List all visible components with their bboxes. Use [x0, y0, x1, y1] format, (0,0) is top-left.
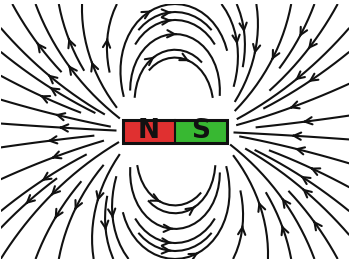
FancyArrowPatch shape — [69, 66, 77, 75]
FancyArrowPatch shape — [309, 39, 317, 48]
FancyArrowPatch shape — [27, 195, 35, 203]
Bar — [175, 120, 227, 143]
FancyArrowPatch shape — [188, 253, 198, 260]
FancyArrowPatch shape — [304, 117, 313, 124]
FancyArrowPatch shape — [162, 9, 171, 17]
FancyArrowPatch shape — [296, 72, 305, 79]
FancyArrowPatch shape — [258, 203, 265, 212]
Bar — [123, 120, 175, 143]
FancyArrowPatch shape — [310, 74, 318, 81]
FancyArrowPatch shape — [49, 75, 57, 83]
FancyArrowPatch shape — [302, 177, 310, 184]
FancyArrowPatch shape — [300, 27, 307, 36]
FancyArrowPatch shape — [162, 246, 171, 254]
FancyArrowPatch shape — [314, 221, 322, 230]
FancyArrowPatch shape — [43, 173, 51, 180]
Bar — [123, 120, 227, 143]
FancyArrowPatch shape — [145, 57, 154, 65]
FancyArrowPatch shape — [186, 206, 195, 215]
FancyArrowPatch shape — [312, 168, 320, 175]
FancyArrowPatch shape — [53, 151, 61, 158]
FancyArrowPatch shape — [55, 209, 63, 218]
Text: S: S — [191, 119, 210, 144]
FancyArrowPatch shape — [141, 11, 151, 18]
FancyArrowPatch shape — [179, 54, 189, 61]
FancyArrowPatch shape — [51, 88, 60, 95]
FancyArrowPatch shape — [91, 62, 98, 72]
FancyArrowPatch shape — [162, 17, 171, 25]
FancyArrowPatch shape — [41, 96, 50, 103]
FancyArrowPatch shape — [61, 124, 68, 132]
FancyArrowPatch shape — [75, 200, 82, 209]
FancyArrowPatch shape — [37, 43, 46, 52]
FancyArrowPatch shape — [49, 136, 57, 143]
FancyArrowPatch shape — [296, 147, 305, 154]
FancyArrowPatch shape — [272, 50, 279, 59]
FancyArrowPatch shape — [101, 221, 108, 230]
FancyArrowPatch shape — [253, 44, 260, 53]
FancyArrowPatch shape — [108, 209, 115, 218]
FancyArrowPatch shape — [293, 133, 301, 140]
FancyArrowPatch shape — [239, 23, 247, 32]
FancyArrowPatch shape — [57, 113, 65, 120]
FancyArrowPatch shape — [238, 226, 245, 235]
FancyArrowPatch shape — [163, 225, 173, 232]
FancyArrowPatch shape — [282, 199, 290, 208]
FancyArrowPatch shape — [68, 39, 75, 48]
FancyArrowPatch shape — [52, 186, 60, 195]
FancyArrowPatch shape — [282, 226, 288, 235]
FancyArrowPatch shape — [103, 39, 110, 48]
FancyArrowPatch shape — [97, 191, 104, 200]
FancyArrowPatch shape — [167, 30, 176, 37]
FancyArrowPatch shape — [150, 194, 160, 202]
FancyArrowPatch shape — [303, 189, 312, 198]
FancyArrowPatch shape — [291, 102, 300, 108]
FancyArrowPatch shape — [162, 238, 171, 246]
FancyArrowPatch shape — [232, 35, 240, 44]
Text: N: N — [138, 119, 160, 144]
